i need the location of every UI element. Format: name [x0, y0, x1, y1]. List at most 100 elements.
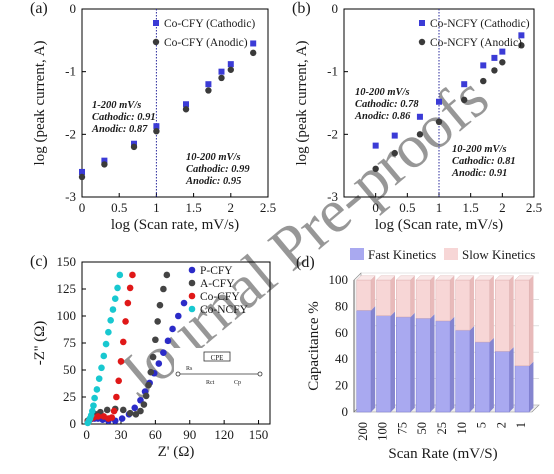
bar-top [435, 275, 455, 281]
bar-slow-kinetics [435, 279, 451, 322]
nyquist-point [169, 325, 176, 333]
bar-slow-kinetics [455, 279, 471, 331]
cathodic-point [499, 48, 506, 55]
anodic-point [372, 165, 379, 172]
bar-slow-kinetics [475, 279, 490, 343]
panel-label: (a) [30, 0, 48, 17]
anodic-point [227, 66, 234, 73]
x-tick-label: 120 [214, 427, 234, 442]
y-tick-label: -2 [65, 126, 76, 141]
x-tick-label: 1 [514, 422, 528, 428]
y-tick-label: -1 [65, 64, 76, 79]
anodic-point [391, 149, 398, 157]
cathodic-point [436, 98, 442, 105]
x-tick-label: 1 [436, 200, 443, 215]
bar-fast-side [469, 325, 475, 412]
y-axis-label: -Z'' (Ω) [32, 321, 48, 365]
nyquist-point [108, 414, 116, 421]
x-axis-label: Z' (Ω) [158, 444, 195, 460]
bar-top [415, 275, 436, 281]
bar-slow-kinetics [356, 279, 372, 311]
legend-label: A-CFY [200, 278, 235, 290]
nyquist-point [174, 312, 182, 320]
bar-fast-side [371, 306, 376, 412]
inset-cp-label: Cp [234, 380, 241, 386]
anodic-point [435, 118, 443, 126]
legend-marker [419, 20, 425, 26]
nyquist-point [155, 360, 163, 367]
bar-slow-side [390, 275, 395, 316]
inset-cpe-box [203, 351, 231, 362]
x-tick-label: 0 [83, 427, 90, 442]
plot-frame [81, 8, 269, 198]
nyquist-point [110, 407, 118, 415]
legend-label: Co-CFY (Anodic) [164, 37, 248, 49]
annotation-line: Anodic: 0.91 [451, 168, 507, 179]
y-tick-label: 0 [342, 404, 349, 419]
y-tick-label: 25 [63, 389, 76, 404]
nyquist-point [89, 407, 96, 415]
x-tick-label: 1.5 [463, 200, 479, 215]
y-tick-label: 80 [335, 298, 348, 313]
x-tick-label: 30 [114, 427, 127, 442]
nyquist-point [154, 318, 161, 325]
x-tick-label: 10 [455, 422, 469, 435]
nyquist-point [124, 299, 132, 307]
cathodic-point [79, 168, 85, 175]
nyquist-point [100, 352, 108, 360]
panel-b: -3 -2 -1 0 0 0.5 1 1.5 2 2.5 log (Scan rate, mV/s)… [292, 0, 542, 233]
inset-terminal [175, 371, 181, 377]
anodic-point [499, 59, 506, 66]
legend-label: Co-CFY (Cathodic) [164, 18, 255, 30]
x-tick-label: 50 [415, 422, 429, 435]
legend-label: Fast Kinetics [368, 247, 436, 262]
nyquist-point [180, 299, 188, 307]
x-tick-label: 100 [376, 422, 390, 441]
bar-slow-side [509, 275, 514, 352]
bar-slow-side [371, 275, 376, 311]
bar-fast-kinetics [514, 365, 530, 413]
legend-label: Co-NCFY [200, 304, 249, 316]
bar-top [395, 275, 416, 281]
x-tick-label: 150 [249, 427, 269, 442]
anodic-point [218, 74, 225, 82]
bar-fast-kinetics [356, 310, 372, 413]
anodic-point [101, 161, 108, 168]
nyquist-point [129, 271, 136, 279]
annotation-line: Anodic: 0.86 [354, 111, 411, 122]
bar-slow-side [430, 275, 435, 319]
legend-marker [188, 292, 196, 300]
y-tick-label: 50 [63, 362, 76, 377]
cathodic-point [416, 113, 423, 120]
annotation-line: Cathodic: 0.78 [355, 99, 419, 110]
inset-terminal [257, 371, 263, 377]
nyquist-point [90, 402, 97, 409]
cathodic-point [205, 81, 212, 88]
cathodic-point [153, 123, 160, 130]
legend-swatch-fast [350, 248, 364, 260]
legend-marker [153, 20, 159, 26]
nyquist-point [152, 336, 159, 344]
nyquist-point [147, 368, 155, 376]
legend-marker [188, 266, 196, 274]
nyquist-point [122, 318, 129, 325]
anodic-point [182, 106, 190, 113]
panel-label: (b) [292, 0, 311, 17]
nyquist-point [113, 393, 120, 401]
cathodic-point [101, 157, 108, 164]
annotation-line: 10-200 mV/s [186, 152, 241, 163]
x-axis-label: log (Scan rate, mV/s) [375, 217, 503, 233]
cathodic-point [491, 54, 498, 61]
y-tick-label: 40 [335, 351, 348, 366]
y-axis-label: log (peak current, A) [294, 41, 310, 166]
bar-slow-kinetics [514, 279, 530, 367]
y-tick-label: -3 [65, 189, 76, 204]
anodic-point [480, 77, 487, 85]
annotation-line: Anodic: 0.95 [185, 176, 241, 187]
bar-fast-kinetics [475, 341, 490, 413]
bar-fast-kinetics [455, 329, 471, 413]
y-tick-label: 100 [329, 272, 349, 287]
y-tick-label: 125 [57, 281, 77, 296]
x-tick-label: 2 [494, 422, 508, 428]
bar-slow-side [489, 275, 494, 343]
